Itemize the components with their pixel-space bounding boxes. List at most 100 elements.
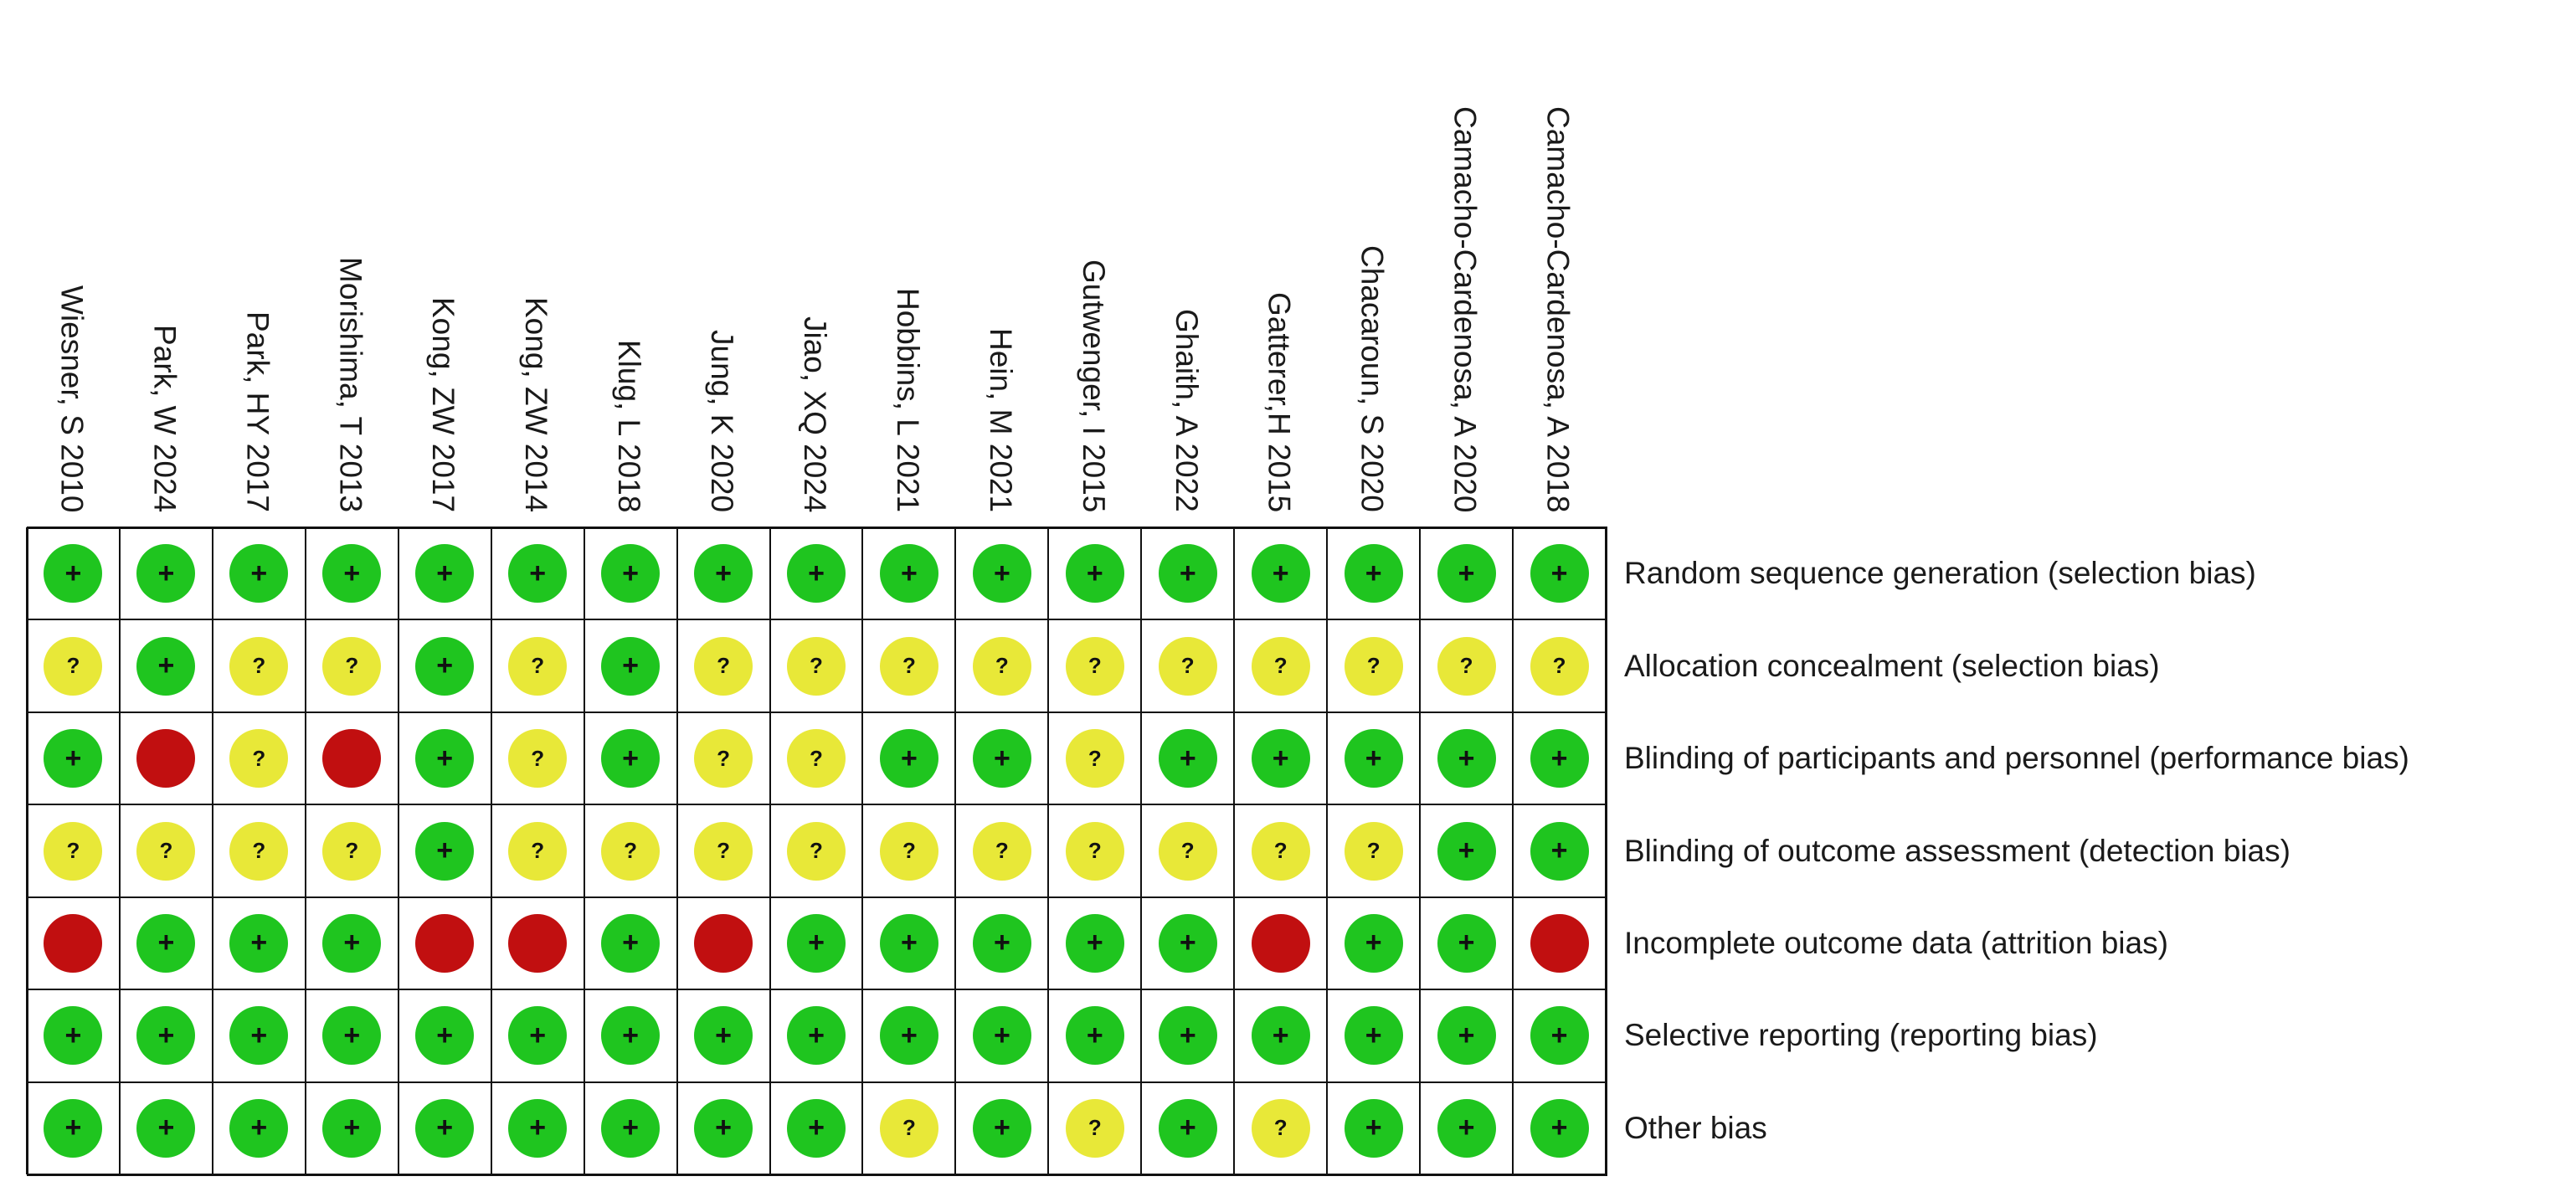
judgement-low: + bbox=[1065, 1006, 1124, 1066]
study-label-text: Morishima, T 2013 bbox=[333, 257, 368, 513]
study-label-text: Kong, ZW 2014 bbox=[519, 297, 554, 513]
judgement-symbol: + bbox=[1550, 1019, 1568, 1051]
judgement-low: + bbox=[1530, 729, 1589, 789]
judgement-symbol: + bbox=[622, 557, 640, 589]
judgement-low: + bbox=[1065, 913, 1124, 973]
judgement-low: + bbox=[1437, 544, 1496, 604]
judgement-low: + bbox=[694, 544, 753, 604]
judgement-symbol: + bbox=[622, 927, 640, 959]
judgement-symbol: + bbox=[1086, 1019, 1103, 1051]
judgement-low: + bbox=[1065, 544, 1124, 604]
judgement-high bbox=[415, 913, 475, 973]
grid-horizontal-line bbox=[27, 804, 1607, 805]
judgement-low: + bbox=[415, 1006, 475, 1066]
judgement-unclear: ? bbox=[787, 636, 846, 696]
grid-horizontal-line bbox=[27, 527, 1607, 529]
judgement-symbol: + bbox=[436, 557, 454, 589]
study-label-text: Jiao, XQ 2024 bbox=[798, 316, 832, 513]
judgement-low: + bbox=[787, 1006, 846, 1066]
judgement-symbol: ? bbox=[1273, 653, 1288, 679]
grid-vertical-line bbox=[26, 527, 28, 1174]
judgement-unclear: ? bbox=[1065, 821, 1124, 881]
judgement-low: + bbox=[1437, 1006, 1496, 1066]
judgement-symbol: ? bbox=[810, 838, 823, 863]
grid-vertical-line bbox=[954, 527, 956, 1174]
judgement-low: + bbox=[1530, 1098, 1589, 1158]
judgement-low: + bbox=[787, 913, 846, 973]
judgement-unclear: ? bbox=[879, 636, 938, 696]
judgement-symbol: + bbox=[993, 1019, 1010, 1051]
grid-vertical-line bbox=[1326, 527, 1328, 1174]
judgement-unclear: ? bbox=[508, 636, 568, 696]
judgement-symbol: + bbox=[1365, 927, 1382, 959]
judgement-symbol: + bbox=[1272, 557, 1289, 589]
judgement-symbol: ? bbox=[252, 745, 266, 771]
judgement-symbol: + bbox=[993, 742, 1010, 774]
domain-label: Incomplete outcome data (attrition bias) bbox=[1624, 925, 2168, 960]
judgement-symbol: ? bbox=[159, 838, 173, 863]
judgement-symbol: + bbox=[715, 1019, 732, 1051]
judgement-unclear: ? bbox=[322, 821, 382, 881]
judgement-symbol: + bbox=[1272, 1019, 1289, 1051]
judgement-symbol: + bbox=[901, 557, 918, 589]
judgement-low: + bbox=[1437, 913, 1496, 973]
judgement-low: + bbox=[44, 1098, 103, 1158]
grid-vertical-line bbox=[584, 527, 585, 1174]
judgement-symbol: ? bbox=[252, 653, 266, 679]
judgement-low: + bbox=[1344, 729, 1403, 789]
judgement-low: + bbox=[787, 544, 846, 604]
judgement-high bbox=[508, 913, 568, 973]
judgement-low: + bbox=[694, 1098, 753, 1158]
judgement-low: + bbox=[415, 544, 475, 604]
judgement-symbol: + bbox=[1550, 1112, 1568, 1144]
judgement-low: + bbox=[1530, 821, 1589, 881]
judgement-symbol: + bbox=[157, 1019, 175, 1051]
judgement-symbol: ? bbox=[902, 838, 916, 863]
judgement-low: + bbox=[415, 729, 475, 789]
judgement-low: + bbox=[787, 1098, 846, 1158]
judgement-low: + bbox=[972, 1006, 1031, 1066]
judgement-symbol: + bbox=[1086, 927, 1103, 959]
judgement-symbol: + bbox=[436, 650, 454, 682]
study-label-text: Gutwenger, I 2015 bbox=[1076, 259, 1111, 513]
judgement-symbol: + bbox=[622, 742, 640, 774]
judgement-unclear: ? bbox=[787, 729, 846, 789]
judgement-low: + bbox=[972, 1098, 1031, 1158]
judgement-low: + bbox=[136, 636, 196, 696]
judgement-symbol: ? bbox=[66, 838, 80, 863]
judgement-low: + bbox=[229, 544, 289, 604]
judgement-unclear: ? bbox=[1251, 821, 1310, 881]
judgement-low: + bbox=[136, 1006, 196, 1066]
judgement-low: + bbox=[508, 1006, 568, 1066]
judgement-unclear: ? bbox=[694, 821, 753, 881]
judgement-low: + bbox=[136, 1098, 196, 1158]
judgement-low: + bbox=[44, 729, 103, 789]
judgement-symbol: ? bbox=[902, 653, 916, 679]
judgement-low: + bbox=[136, 544, 196, 604]
judgement-low: + bbox=[322, 1098, 382, 1158]
judgement-symbol: ? bbox=[531, 745, 545, 771]
judgement-low: + bbox=[322, 1006, 382, 1066]
judgement-unclear: ? bbox=[1065, 636, 1124, 696]
judgement-unclear: ? bbox=[508, 729, 568, 789]
judgement-low: + bbox=[415, 636, 475, 696]
judgement-symbol: + bbox=[343, 1019, 361, 1051]
judgement-symbol: + bbox=[250, 927, 268, 959]
judgement-unclear: ? bbox=[44, 636, 103, 696]
judgement-symbol: ? bbox=[717, 745, 730, 771]
judgement-symbol: ? bbox=[624, 838, 638, 863]
judgement-unclear: ? bbox=[229, 729, 289, 789]
study-label-text: Jung, K 2020 bbox=[705, 330, 740, 513]
judgement-low: + bbox=[229, 1006, 289, 1066]
judgement-symbol: ? bbox=[995, 838, 1009, 863]
judgement-symbol: + bbox=[529, 557, 547, 589]
judgement-symbol: + bbox=[1179, 1019, 1196, 1051]
judgement-symbol: ? bbox=[1366, 653, 1381, 679]
judgement-unclear: ? bbox=[44, 821, 103, 881]
judgement-symbol: + bbox=[993, 557, 1010, 589]
judgement-symbol: + bbox=[436, 742, 454, 774]
judgement-symbol: ? bbox=[345, 653, 359, 679]
judgement-low: + bbox=[879, 1006, 938, 1066]
judgement-unclear: ? bbox=[1344, 821, 1403, 881]
